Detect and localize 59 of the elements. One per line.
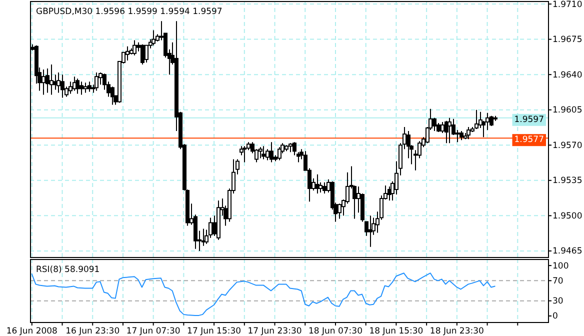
candlestick	[292, 142, 296, 156]
line-series	[31, 272, 496, 316]
y-tick-label: 0	[552, 312, 558, 322]
candlestick	[490, 115, 494, 126]
candlestick	[448, 117, 452, 144]
x-tick-label: 17 Jun 23:30	[248, 326, 302, 336]
candlestick	[152, 30, 156, 46]
ref-line-label: 1.9597	[514, 114, 544, 125]
candlestick	[440, 121, 444, 134]
candlestick	[278, 146, 282, 161]
y-tick-label: 1.9640	[552, 70, 582, 80]
candlestick	[132, 40, 136, 56]
candlestick	[474, 109, 478, 130]
candlestick	[436, 122, 440, 133]
y-tick-label: 1.9535	[552, 176, 582, 186]
candlestick	[432, 117, 436, 132]
candlestick	[318, 182, 322, 193]
x-tick-label: 17 Jun 07:30	[126, 326, 180, 336]
x-tick-label: 16 Jun 23:30	[66, 326, 120, 336]
y-tick-label: 1.9675	[552, 35, 582, 46]
candlestick	[46, 68, 50, 94]
candlestick	[76, 78, 80, 94]
x-tick-label: 18 Jun 23:30	[430, 326, 484, 336]
text: GBPUSD,M30 1.9596 1.9599 1.9594 1.9597	[36, 7, 222, 17]
candlestick	[88, 81, 92, 92]
candlestick	[444, 120, 448, 144]
candlestick	[368, 215, 372, 248]
candlestick	[50, 64, 54, 96]
candlestick	[42, 69, 46, 96]
candlestick	[270, 142, 274, 163]
candlestick	[60, 74, 64, 98]
candlestick	[266, 148, 270, 161]
candlestick	[94, 72, 98, 92]
candlestick	[322, 182, 326, 194]
y-tick-label: 1.9465	[552, 246, 582, 257]
x-tick-label: 18 Jun 15:30	[369, 326, 424, 336]
candlestick	[466, 126, 470, 140]
x-tick-label: 16 Jun 2008	[6, 326, 58, 336]
candlestick	[84, 82, 88, 94]
text: RSI(8) 58.9091	[36, 265, 100, 275]
candlestick	[262, 146, 266, 160]
y-tick-label: 70	[552, 276, 564, 286]
candlestick	[140, 44, 144, 65]
ref-line-label: 1.9577	[514, 135, 544, 146]
candlestick	[258, 146, 262, 159]
candlestick	[460, 130, 464, 141]
x-tick-label: 18 Jun 07:30	[308, 326, 362, 336]
y-tick-label: 1.9570	[552, 140, 582, 151]
candlestick	[242, 146, 246, 163]
y-tick-label: 1.9500	[552, 211, 582, 222]
x-tick-label: 17 Jun 15:30	[187, 326, 242, 336]
candlestick	[126, 46, 130, 61]
y-tick-label: 30	[552, 296, 564, 307]
y-tick-label: 100	[552, 261, 569, 272]
y-tick-label: 1.9710	[552, 0, 582, 10]
y-tick-label: 1.9605	[552, 106, 582, 116]
candlestick	[338, 203, 342, 220]
candlestick	[80, 81, 84, 96]
candlestick	[288, 142, 292, 153]
